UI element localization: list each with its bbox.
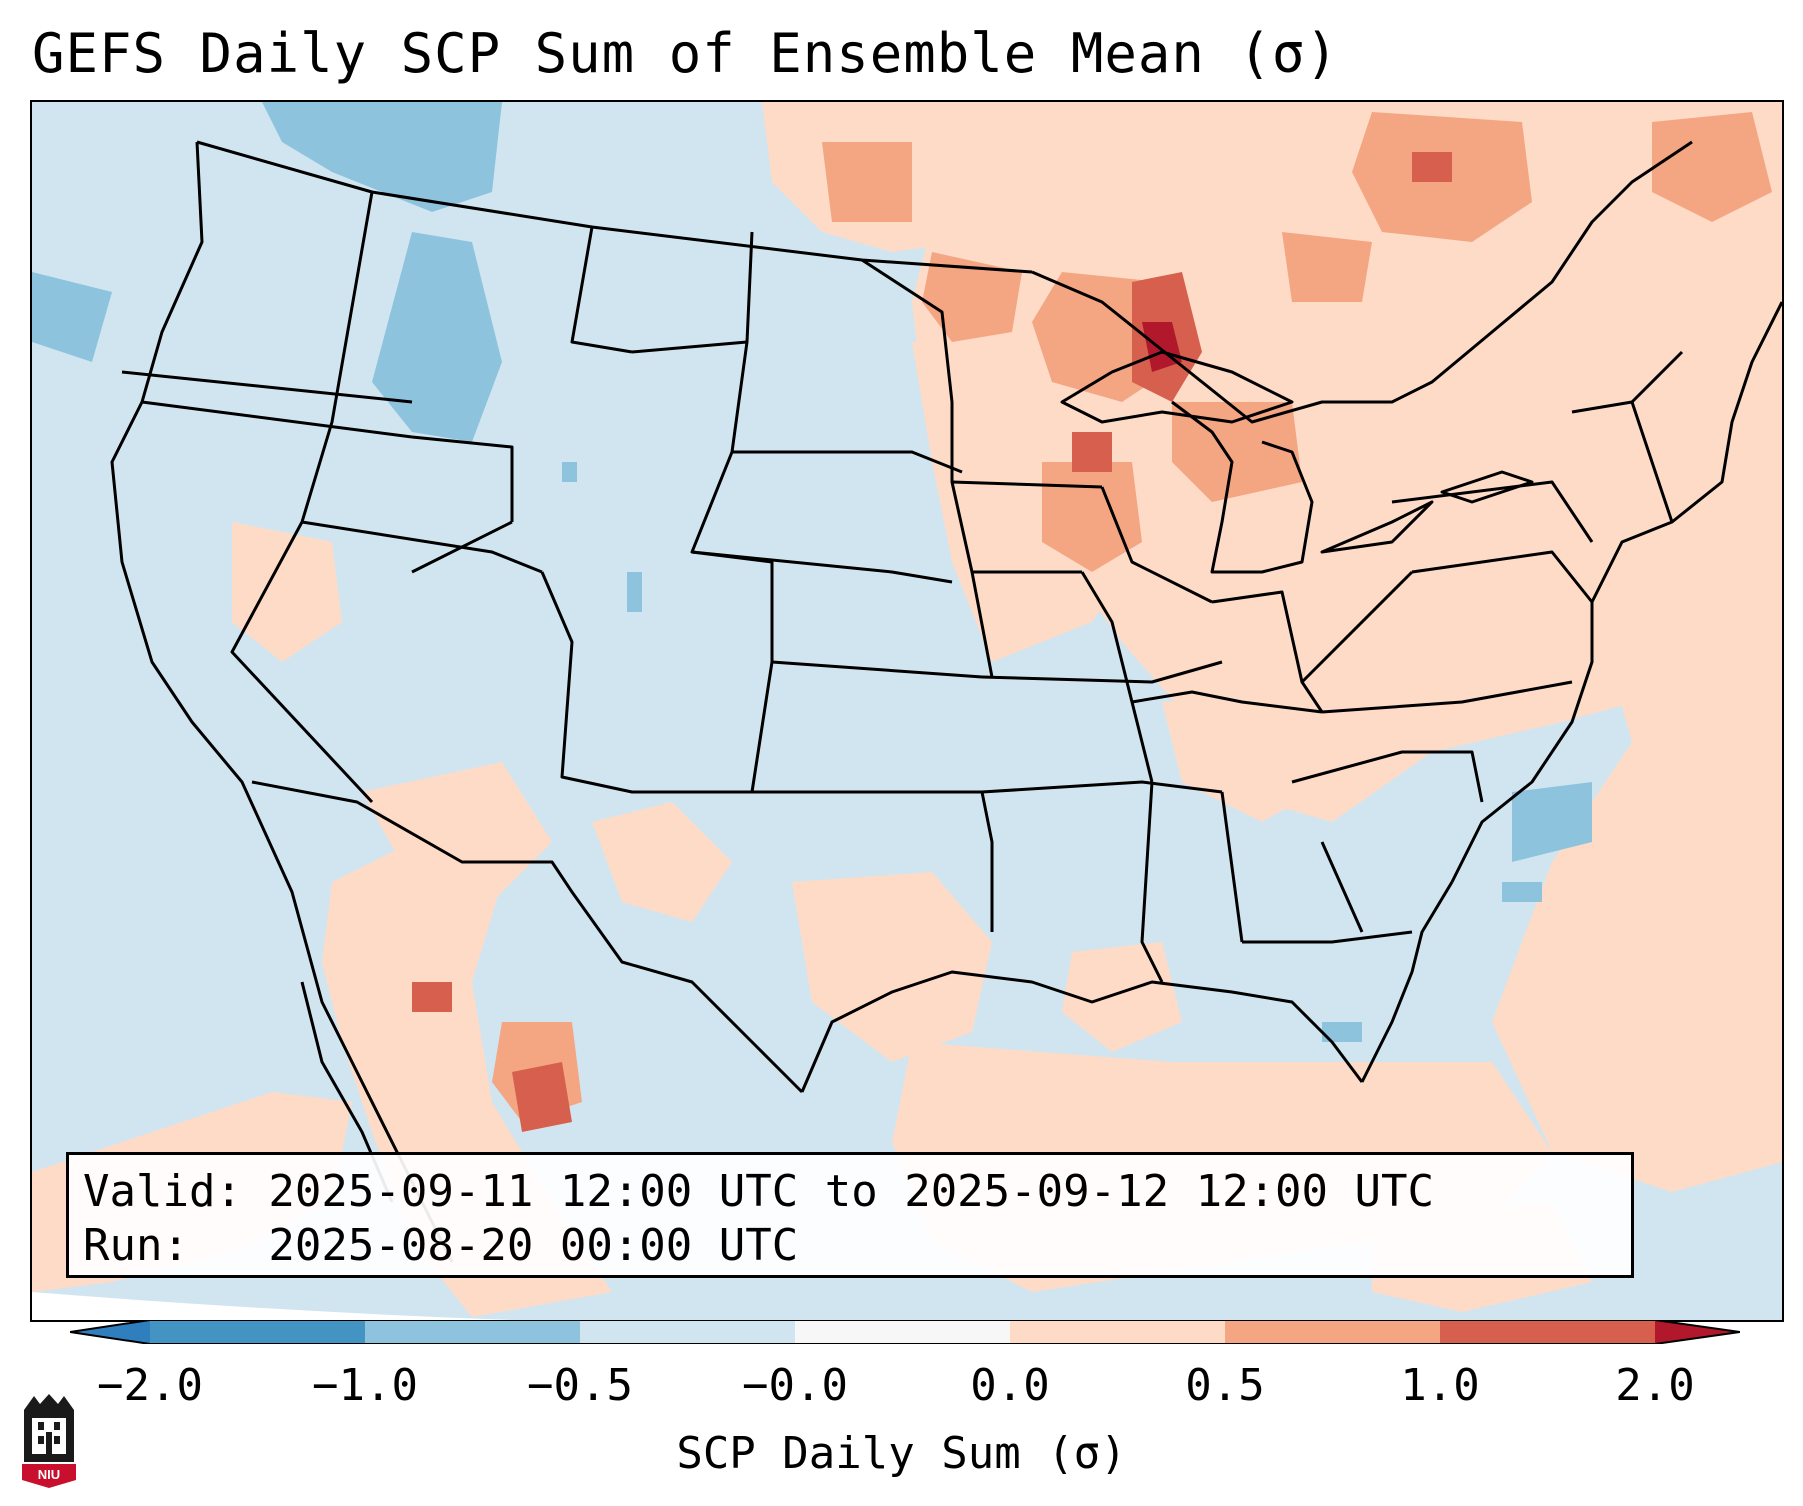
colorbar-ticks: −2.0 −1.0 −0.5 −0.0 0.0 0.5 1.0 2.0 xyxy=(0,1360,1803,1420)
run-time-text: Run: 2025-08-20 00:00 UTC xyxy=(83,1220,799,1271)
colorbar-tick: −2.0 xyxy=(97,1360,203,1411)
gulf-coast xyxy=(800,970,1364,1093)
blue-anomaly xyxy=(32,102,1592,1042)
colorbar-segment-7 xyxy=(1440,1320,1655,1344)
colorbar-segment-2 xyxy=(365,1320,580,1344)
coastline-and-borders xyxy=(110,140,1782,1263)
colorbar-segment-3 xyxy=(580,1320,795,1344)
great-lakes-border xyxy=(1031,140,1693,424)
colorbar-segment-5 xyxy=(1010,1320,1225,1344)
florida-coast xyxy=(1360,881,1454,1083)
colorbar xyxy=(69,1319,1741,1348)
colorbar-tick: 0.0 xyxy=(970,1360,1050,1411)
colorbar-tick: −0.5 xyxy=(527,1360,633,1411)
colorbar-segment-4 xyxy=(795,1320,1010,1344)
colorbar-extend-high xyxy=(1655,1320,1740,1344)
colorbar-tick: −0.0 xyxy=(742,1360,848,1411)
east-coast xyxy=(1450,301,1782,883)
scp-map xyxy=(32,102,1782,1320)
map-title: GEFS Daily SCP Sum of Ensemble Mean (σ) xyxy=(32,22,1339,85)
colorbar-segment-6 xyxy=(1225,1320,1440,1344)
map-panel xyxy=(30,100,1784,1322)
logo-text: NIU xyxy=(38,1467,60,1482)
colorbar-label: SCP Daily Sum (σ) xyxy=(676,1428,1127,1479)
us-mexico-border xyxy=(251,780,804,1094)
niu-logo-icon: NIU xyxy=(22,1394,76,1488)
colorbar-tick: 0.5 xyxy=(1185,1360,1265,1411)
west-coast xyxy=(110,141,454,1263)
valid-run-info-box: Valid: 2025-09-11 12:00 UTC to 2025-09-1… xyxy=(66,1152,1634,1278)
colorbar-tick: −1.0 xyxy=(312,1360,418,1411)
niu-logo: NIU xyxy=(20,1392,78,1488)
colorbar-segment-1 xyxy=(150,1320,365,1344)
colorbar-extend-low xyxy=(70,1320,150,1344)
projection-edge xyxy=(32,1292,512,1320)
colorbar-tick: 2.0 xyxy=(1615,1360,1695,1411)
valid-time-text: Valid: 2025-09-11 12:00 UTC to 2025-09-1… xyxy=(83,1166,1435,1217)
colorbar-graphic xyxy=(69,1319,1741,1345)
colorbar-tick: 1.0 xyxy=(1400,1360,1480,1411)
